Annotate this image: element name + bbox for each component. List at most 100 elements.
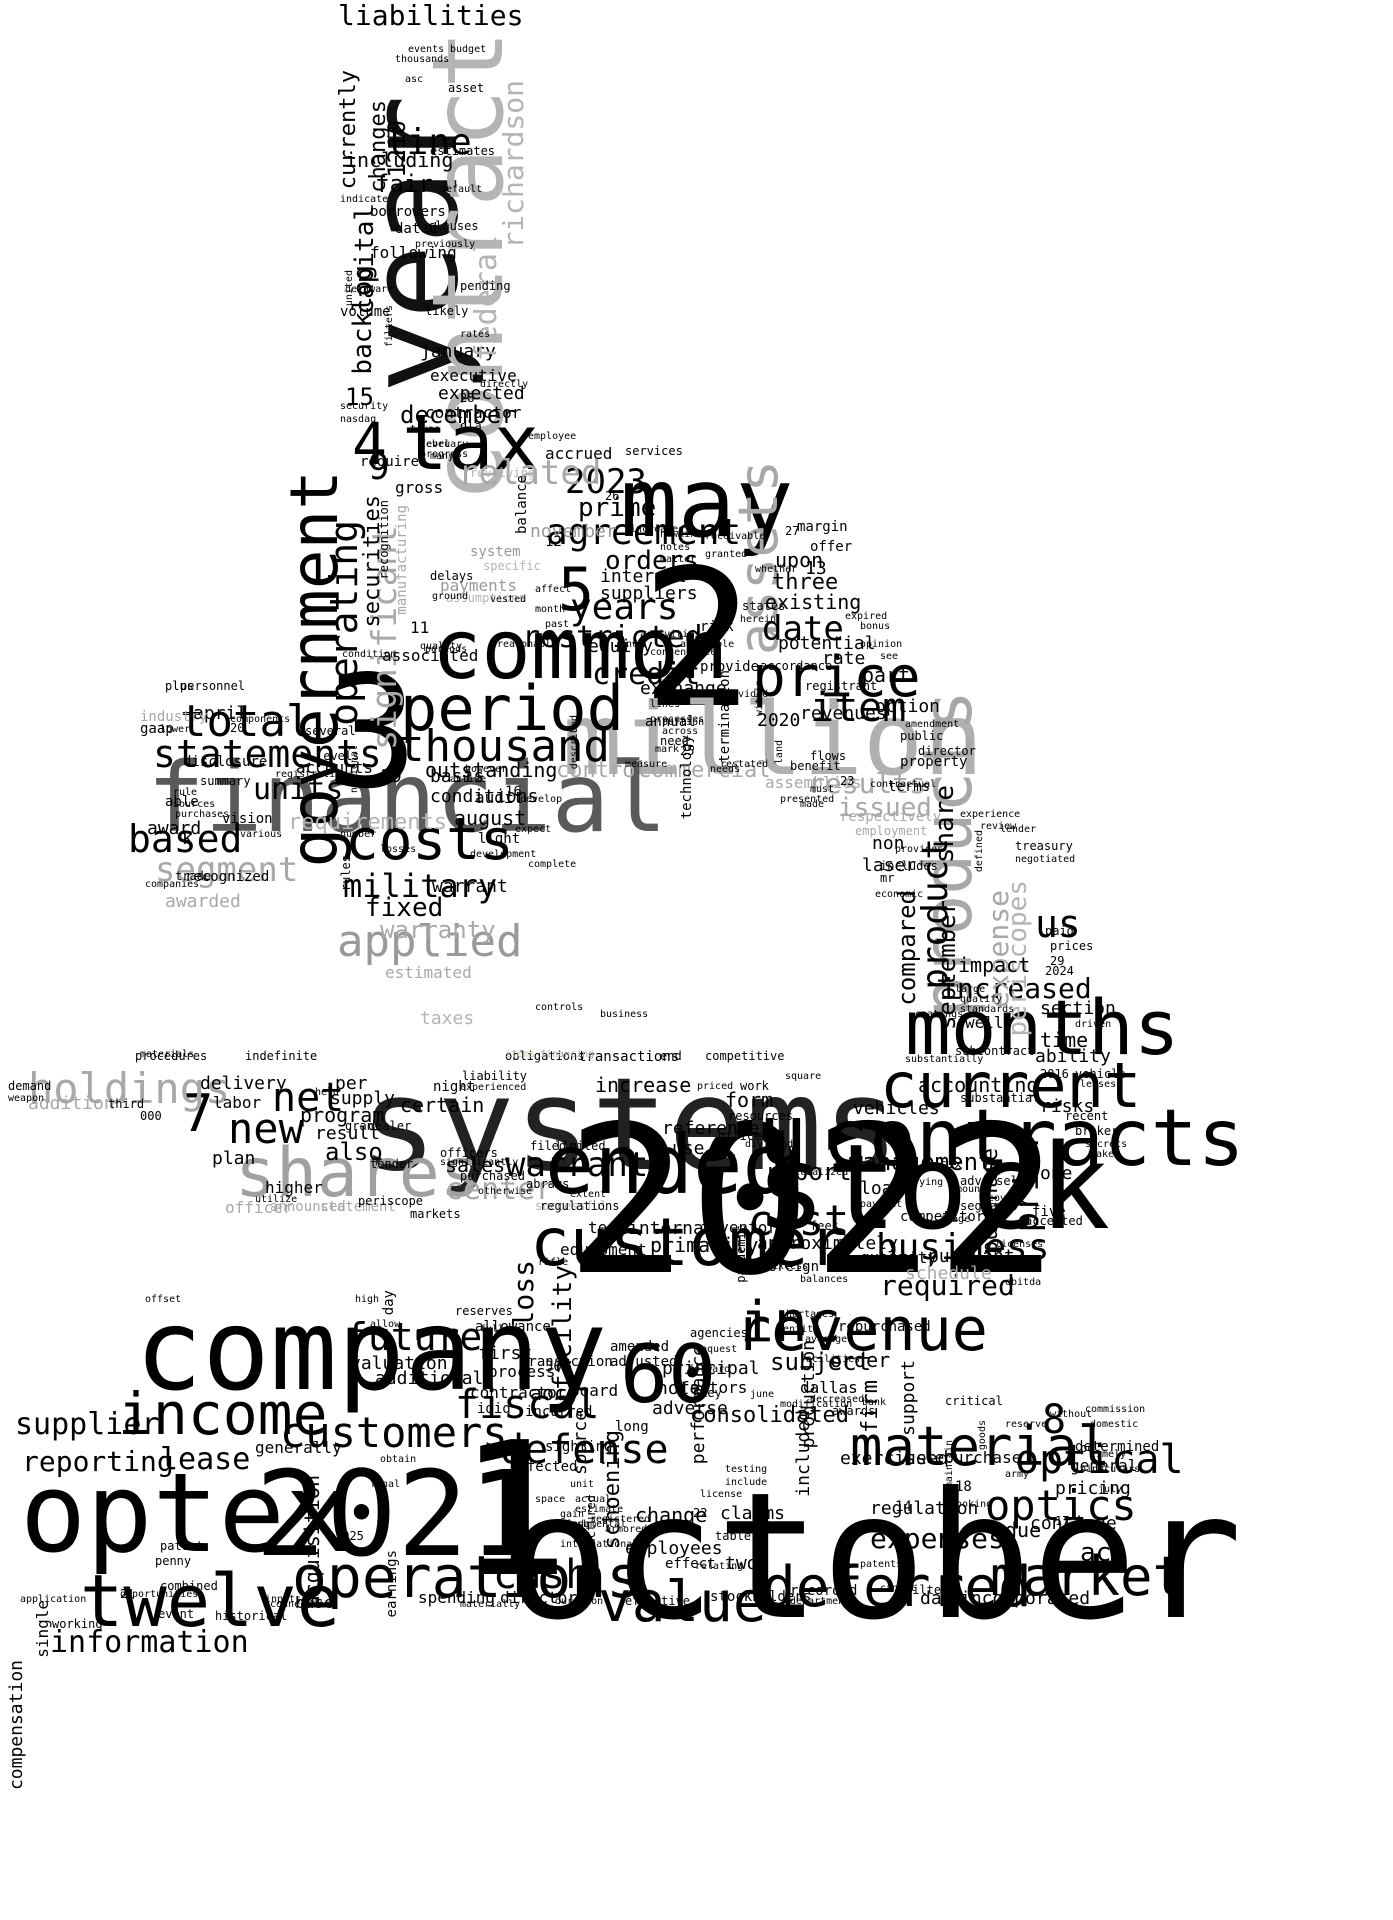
word-employee: employee xyxy=(528,431,577,442)
word-army: army xyxy=(1005,1469,1030,1480)
word-payments: payments xyxy=(440,576,518,595)
word-performance: performance xyxy=(688,1345,709,1465)
word-expected: expected xyxy=(438,383,525,404)
word-term: term xyxy=(588,1218,627,1237)
word-taxes: taxes xyxy=(420,1008,475,1029)
word-otherwise: otherwise xyxy=(478,1186,533,1197)
word-convenience: convenience xyxy=(650,647,717,658)
word-effect: effect xyxy=(665,1556,716,1572)
word-earnings: earnings xyxy=(384,1550,400,1618)
word-rules: rules xyxy=(339,855,353,892)
word-richardson: richardson xyxy=(497,80,530,249)
word-development: development xyxy=(470,849,537,860)
word-key: key xyxy=(700,1386,722,1400)
word-allow: allow xyxy=(370,1319,401,1330)
word-reserves: reserves xyxy=(455,1304,513,1318)
word-activities: activities xyxy=(640,629,701,640)
word-offer: offer xyxy=(810,539,853,555)
word-land: land xyxy=(774,740,785,765)
word-po: po xyxy=(1080,1441,1095,1455)
word-optical: optical xyxy=(1015,1437,1184,1483)
word-labor: labor xyxy=(213,1093,262,1112)
word-november: november xyxy=(530,521,617,542)
word-licenses: licenses xyxy=(995,1239,1044,1250)
word-operations: operations xyxy=(292,1543,642,1611)
word-dla: dla xyxy=(460,419,482,433)
word-22: 22 xyxy=(693,1506,708,1520)
word-end: end xyxy=(660,1049,682,1063)
word-following: following xyxy=(370,243,457,262)
word-competitive: competitive xyxy=(705,1049,785,1063)
word-report: report xyxy=(765,1158,852,1186)
word-final: final xyxy=(370,1479,401,1490)
word-determined: determined xyxy=(1075,1439,1160,1455)
word-cash: cash xyxy=(493,1552,590,1598)
word-awards: awards xyxy=(832,1404,876,1418)
word-personnel: personnel xyxy=(180,679,246,693)
word-primarily: primarily xyxy=(650,1233,759,1257)
word-connection: connection xyxy=(270,1599,331,1610)
word-public: public xyxy=(900,729,944,743)
word-contractor: contractor xyxy=(425,403,522,422)
word-consolidated: consolidated xyxy=(690,1403,849,1428)
word-stockholders: stockholders xyxy=(710,1589,812,1605)
word-work: work xyxy=(740,1079,769,1093)
word-number: number xyxy=(340,829,377,840)
word-commission: commission xyxy=(1085,1404,1146,1415)
word-estimated: estimated xyxy=(385,963,472,982)
word-revolving: revolving xyxy=(470,466,536,480)
word-act: act xyxy=(1080,1538,1127,1568)
word-limited: limited xyxy=(555,1139,606,1153)
word-business: business xyxy=(876,1227,1050,1268)
word-operating: operating xyxy=(322,520,366,726)
word-4: 4 xyxy=(352,410,387,478)
word-28: 28 xyxy=(460,391,475,405)
word-budget: budget xyxy=(450,44,487,55)
word-adversely: adversely xyxy=(960,1174,1026,1188)
word-assemblies: assemblies xyxy=(765,773,862,792)
word-develop: develop xyxy=(520,794,563,805)
word-past: past xyxy=(545,619,570,630)
word-expired: expired xyxy=(845,611,888,622)
word-well: well xyxy=(965,1013,1004,1032)
word-experienced: experienced xyxy=(460,1082,527,1093)
word-processes: processes xyxy=(650,714,705,725)
word-11: 11 xyxy=(410,618,430,637)
word-quality: quality xyxy=(420,641,463,652)
word-opportunities: opportunities xyxy=(120,1589,199,1600)
word-prime: prime xyxy=(578,493,657,523)
word-nasdaq: nasdaq xyxy=(340,414,377,425)
word-optex: optex xyxy=(20,1449,352,1577)
word-grant: grant xyxy=(345,1119,382,1133)
word-losses: losses xyxy=(380,844,417,855)
word-line: line xyxy=(385,122,472,163)
word-total: total xyxy=(180,696,313,747)
word-27: 27 xyxy=(785,524,800,538)
word-pursuant: pursuant xyxy=(928,1246,1015,1267)
word-supplier: supplier xyxy=(15,1407,160,1442)
word-agencies: agencies xyxy=(690,1326,748,1340)
word-value: value xyxy=(598,1570,767,1635)
word-years: years xyxy=(570,587,679,628)
word-level: level xyxy=(420,439,451,450)
word-measure: measure xyxy=(625,759,668,770)
word-standards: standards xyxy=(960,1004,1015,1015)
word-likely: likely xyxy=(425,304,469,318)
word-management: management xyxy=(848,1148,993,1176)
word-program: program xyxy=(300,1103,385,1127)
word-march: march xyxy=(753,1129,784,1140)
word-gaap: gaap xyxy=(140,721,174,737)
word-7: 7 xyxy=(182,1084,214,1144)
word-filed: filed xyxy=(530,1139,567,1153)
word-granted: granted xyxy=(705,549,748,560)
word-benefit: benefit xyxy=(790,759,841,773)
word-support: support xyxy=(898,1360,919,1436)
word-rates: rates xyxy=(460,329,491,340)
word-rate: rate xyxy=(822,648,866,669)
word-affect: affect xyxy=(535,584,572,595)
word-across: across xyxy=(662,726,699,737)
word-delivery: delivery xyxy=(200,1073,287,1094)
word-image: image xyxy=(940,1214,971,1225)
word-pnc: pnc xyxy=(620,639,639,650)
